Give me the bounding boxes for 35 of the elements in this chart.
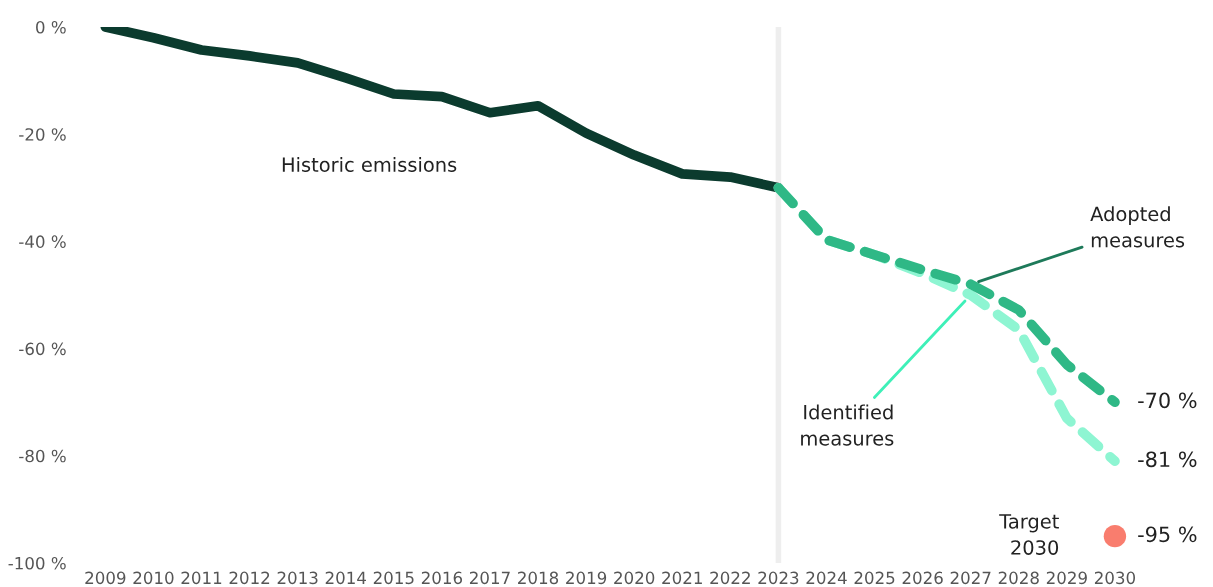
y-tick-label: -60 % bbox=[19, 342, 66, 356]
x-tick-label: 2020 bbox=[614, 571, 655, 585]
x-tick-label: 2021 bbox=[662, 571, 702, 585]
x-tick-label: 2024 bbox=[806, 571, 847, 585]
x-tick-label: 2025 bbox=[854, 571, 895, 585]
x-tick-label: 2011 bbox=[181, 571, 222, 585]
x-tick-label: 2030 bbox=[1094, 571, 1136, 585]
y-tick-label: -100 % bbox=[8, 556, 66, 570]
y-tick-label: -80 % bbox=[19, 449, 66, 463]
y-tick-label: 0 % bbox=[36, 20, 66, 34]
x-tick-label: 2027 bbox=[950, 571, 991, 585]
annotation: Identified measures bbox=[801, 404, 894, 446]
x-tick-label: 2029 bbox=[1046, 571, 1087, 585]
y-tick-label: -40 % bbox=[19, 235, 66, 248]
data-label: -81 % bbox=[1138, 451, 1197, 468]
x-tick-label: 2026 bbox=[902, 571, 943, 585]
x-tick-label: 2010 bbox=[133, 571, 174, 585]
annotation: Historic emissions bbox=[282, 156, 457, 172]
annotation: Adopted measures bbox=[1090, 206, 1185, 248]
data-label: -95 % bbox=[1138, 526, 1197, 543]
data-label: -70 % bbox=[1138, 392, 1197, 409]
annotation: Target 2030 bbox=[999, 514, 1059, 555]
x-tick-label: 2028 bbox=[998, 571, 1039, 585]
x-tick-label: 2023 bbox=[758, 571, 799, 585]
x-tick-label: 2013 bbox=[277, 571, 318, 585]
x-tick-label: 2022 bbox=[710, 571, 750, 585]
x-tick-label: 2015 bbox=[373, 571, 414, 585]
y-tick-label: -20 % bbox=[19, 128, 66, 141]
x-tick-label: 2014 bbox=[325, 571, 366, 585]
x-tick-label: 2017 bbox=[469, 571, 510, 585]
x-tick-label: 2019 bbox=[566, 571, 607, 585]
x-tick-label: 2016 bbox=[421, 571, 463, 585]
x-tick-label: 2018 bbox=[518, 571, 559, 585]
x-tick-label: 2012 bbox=[229, 571, 270, 585]
x-tick-label: 2009 bbox=[85, 571, 126, 585]
